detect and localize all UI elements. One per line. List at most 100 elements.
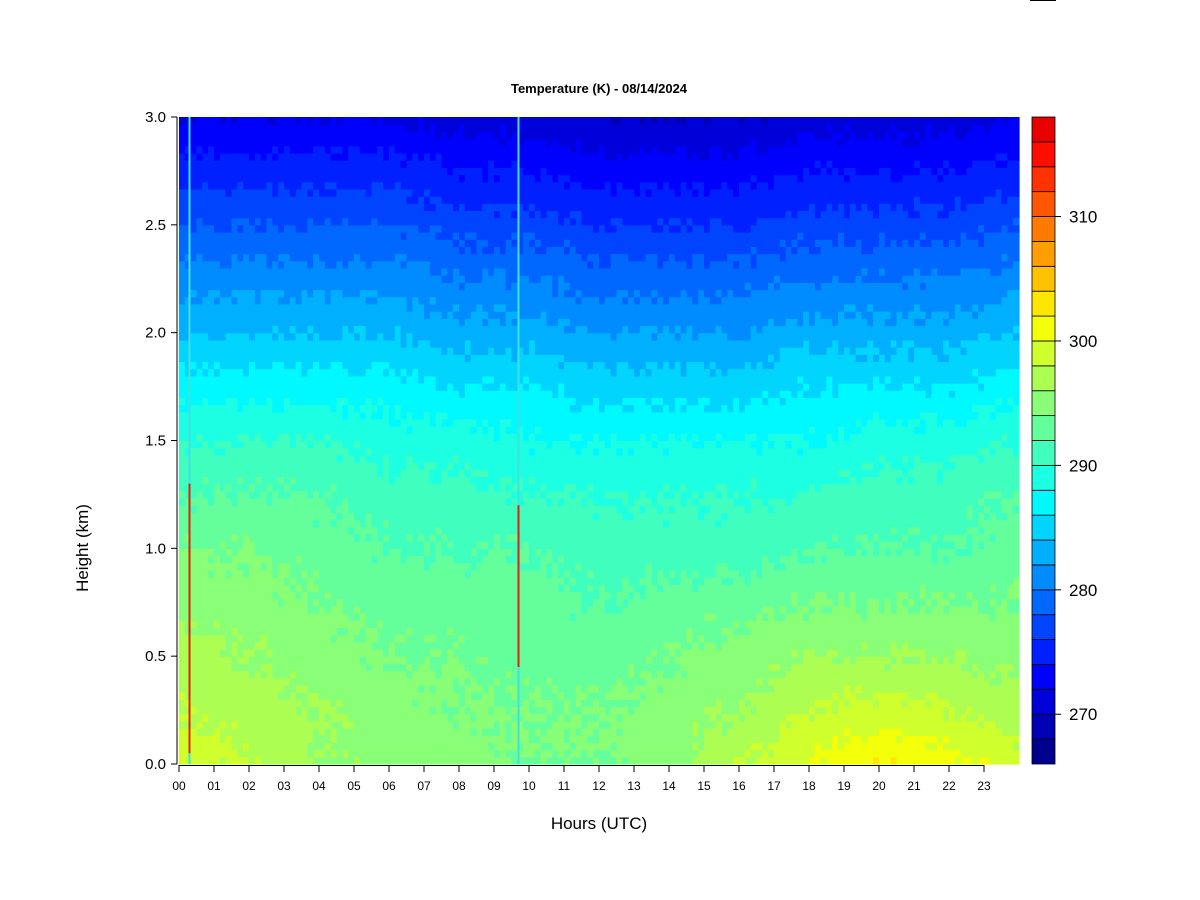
heatmap-cell (400, 339, 408, 348)
heatmap-cell (266, 728, 273, 736)
heatmap-cell (394, 325, 402, 334)
heatmap-cell (190, 433, 198, 442)
heatmap-cell (295, 447, 303, 456)
heatmap-cell (307, 181, 314, 190)
heatmap-cell (254, 447, 262, 456)
heatmap-cell (418, 728, 425, 736)
heatmap-cell (260, 260, 268, 269)
heatmap-cell (377, 620, 384, 629)
heatmap-cell (289, 756, 297, 765)
heatmap-cell (231, 382, 238, 391)
heatmap-cell (429, 282, 437, 291)
heatmap-cell (383, 167, 390, 176)
heatmap-cell (342, 267, 349, 276)
heatmap-cell (342, 735, 349, 744)
heatmap-cell (406, 548, 413, 557)
heatmap-cell (400, 584, 408, 593)
heatmap-cell (476, 569, 483, 578)
heatmap-cell (482, 591, 489, 600)
heatmap-cell (365, 325, 373, 334)
heatmap-cell (464, 663, 472, 672)
heatmap-cell (301, 648, 308, 657)
heatmap-cell (295, 728, 303, 736)
heatmap-cell (243, 440, 250, 449)
heatmap-cell (389, 519, 396, 528)
heatmap-cell (336, 426, 343, 434)
heatmap-cell (406, 117, 413, 125)
heatmap-cell (441, 426, 448, 434)
heatmap-cell (418, 598, 425, 607)
heatmap-cell (214, 339, 221, 348)
heatmap-cell (447, 720, 454, 729)
heatmap-cell (365, 569, 373, 578)
heatmap-cell (441, 246, 448, 255)
heatmap-cell (202, 562, 209, 571)
heatmap-cell (447, 160, 454, 168)
heatmap-cell (231, 296, 238, 305)
heatmap-cell (330, 145, 338, 154)
heatmap-cell (418, 677, 425, 686)
heatmap-cell (464, 131, 472, 140)
heatmap-cell (313, 490, 320, 499)
heatmap-cell (190, 735, 198, 744)
heatmap-cell (266, 404, 273, 413)
heatmap-cell (272, 138, 279, 147)
heatmap-cell (488, 181, 495, 190)
heatmap-cell (424, 303, 431, 312)
heatmap-cell (435, 303, 443, 312)
heatmap-cell (260, 454, 268, 463)
heatmap-cell (307, 569, 314, 578)
heatmap-cell (488, 713, 495, 722)
heatmap-cell (225, 598, 233, 607)
heatmap-cell (435, 260, 443, 269)
heatmap-cell (499, 512, 507, 521)
heatmap-cell (289, 706, 297, 715)
heatmap-cell (412, 167, 419, 176)
heatmap-cell (266, 418, 273, 427)
heatmap-cell (494, 354, 501, 363)
heatmap-cell (464, 382, 472, 391)
heatmap-cell (319, 160, 326, 168)
heatmap-cell (365, 426, 373, 434)
heatmap-cell (184, 117, 192, 125)
heatmap-cell (488, 253, 495, 262)
heatmap-cell (354, 152, 361, 161)
heatmap-cell (400, 591, 408, 600)
heatmap-cell (459, 418, 466, 427)
heatmap-cell (453, 728, 460, 736)
heatmap-cell (377, 598, 384, 607)
heatmap-cell (196, 728, 203, 736)
heatmap-cell (179, 361, 186, 370)
heatmap-cell (412, 505, 419, 513)
heatmap-cell (289, 483, 297, 492)
heatmap-cell (494, 713, 501, 722)
heatmap-cell (324, 354, 332, 363)
heatmap-cell (219, 713, 227, 722)
heatmap-cell (389, 303, 396, 312)
heatmap-cell (394, 735, 402, 744)
heatmap-cell (313, 670, 320, 679)
heatmap-cell (319, 411, 326, 420)
heatmap-cell (365, 735, 373, 744)
heatmap-cell (441, 569, 448, 578)
heatmap-cell (237, 720, 244, 729)
heatmap-cell (453, 634, 460, 643)
heatmap-cell (383, 117, 390, 125)
heatmap-cell (459, 404, 466, 413)
heatmap-cell (214, 584, 221, 593)
heatmap-cell (371, 512, 378, 521)
heatmap-cell (266, 325, 273, 334)
heatmap-cell (365, 311, 373, 319)
heatmap-cell (254, 361, 262, 370)
heatmap-cell (429, 670, 437, 679)
heatmap-cell (219, 368, 227, 377)
heatmap-cell (488, 591, 495, 600)
heatmap-cell (476, 289, 483, 298)
heatmap-cell (301, 756, 308, 765)
heatmap-cell (289, 303, 297, 312)
heatmap-cell (196, 131, 203, 140)
heatmap-cell (464, 339, 472, 348)
heatmap-cell (184, 584, 192, 593)
heatmap-cell (453, 498, 460, 506)
heatmap-cell (424, 188, 431, 197)
